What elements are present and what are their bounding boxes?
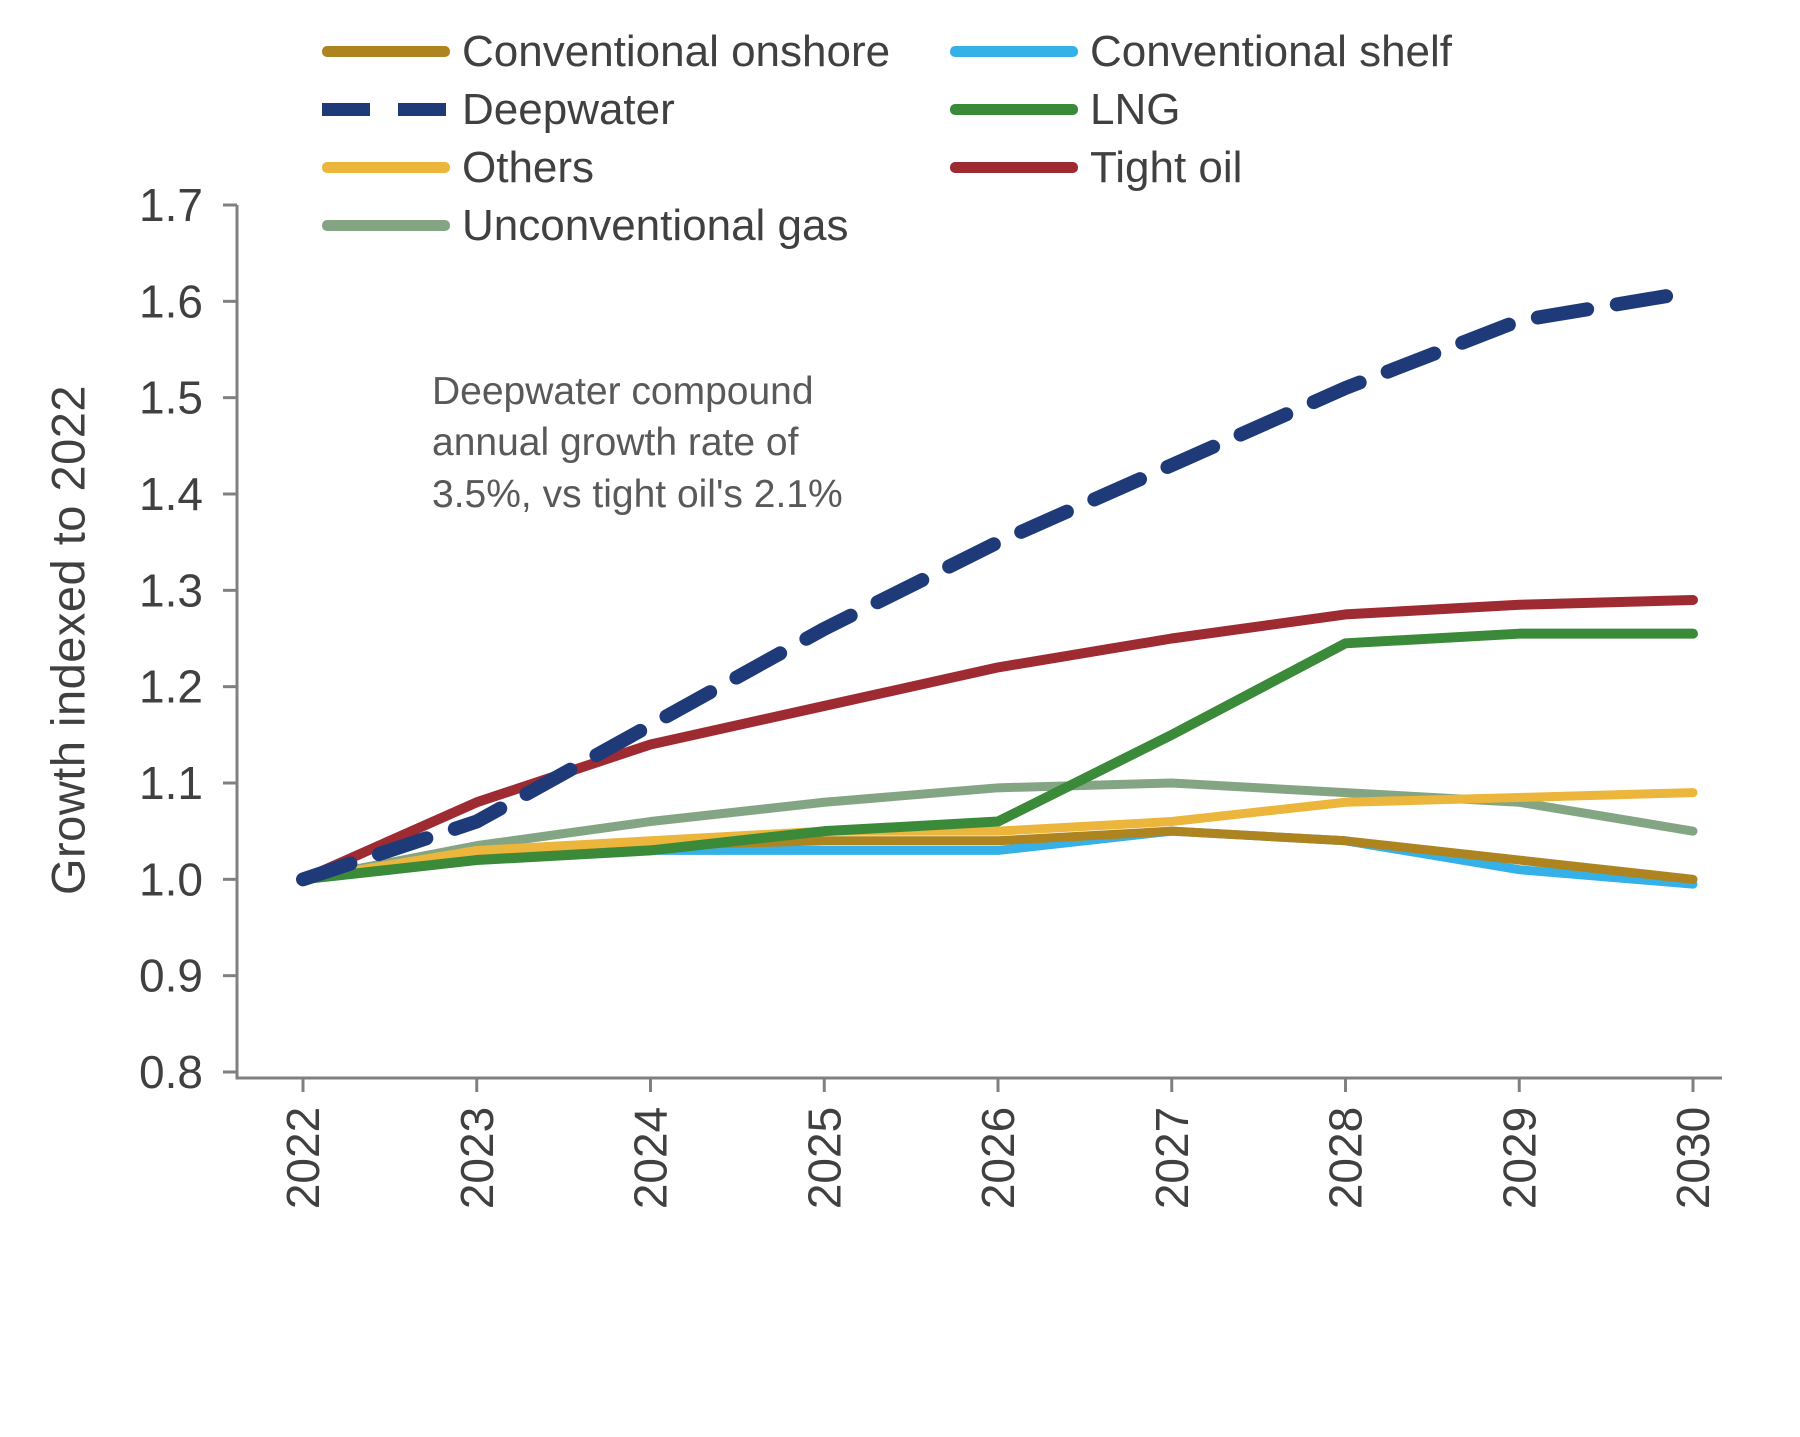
legend-swatch [322,103,450,116]
legend-item-tight-oil: Tight oil [950,142,1452,193]
legend-label: Deepwater [462,84,675,134]
legend-label: Unconventional gas [462,200,849,250]
y-tick-label: 1.6 [139,275,203,327]
legend-item-deepwater: Deepwater [322,84,950,135]
legend-label: Conventional onshore [462,26,891,76]
y-tick-label: 1.3 [139,564,203,616]
series-line-deepwater [296,284,1700,887]
y-tick-label: 1.2 [139,661,203,713]
legend: Conventional onshore Conventional shelf De… [322,26,1452,251]
x-tick-label: 2028 [1320,1107,1372,1209]
legend-item-conventional-onshore: Conventional onshore [322,26,950,77]
x-tick-label: 2025 [798,1107,850,1209]
y-axis-title: Growth indexed to 2022 [41,384,95,896]
x-tick-label: 2029 [1493,1107,1545,1209]
x-tick-label: 2023 [451,1107,503,1209]
annotation: Deepwater compound annual growth rate of… [432,370,843,516]
series-line-lng [298,628,1698,885]
x-tick-label: 2022 [277,1107,329,1209]
y-tick-label: 0.8 [139,1046,203,1098]
legend-swatch [322,162,450,173]
legend-swatch [950,162,1078,173]
y-tick-label: 1.1 [139,757,203,809]
legend-item-conventional-shelf: Conventional shelf [950,26,1452,77]
x-tick-label: 2027 [1146,1107,1198,1209]
x-tick-label: 2026 [972,1107,1024,1209]
legend-label: Conventional shelf [1090,26,1453,76]
y-tick-label: 1.7 [139,179,203,231]
legend-swatch [950,46,1078,57]
x-tick-label: 2030 [1667,1107,1719,1209]
y-tick-label: 1.4 [139,468,203,520]
y-tick-label: 1.0 [139,853,203,905]
axes [235,205,1722,1080]
legend-swatch [322,46,450,57]
legend-label: Tight oil [1090,142,1243,192]
legend-item-others: Others [322,142,950,193]
legend-swatch [950,104,1078,115]
y-tick-label: 0.9 [139,950,203,1002]
legend-swatch [322,220,450,231]
legend-item-lng: LNG [950,84,1452,135]
series-line-others [298,788,1698,884]
legend-label: LNG [1090,84,1181,134]
y-tick-label: 1.5 [139,372,203,424]
x-tick-label: 2024 [625,1107,677,1209]
legend-label: Others [462,142,595,192]
legend-item-unconventional-gas: Unconventional gas [322,200,950,251]
